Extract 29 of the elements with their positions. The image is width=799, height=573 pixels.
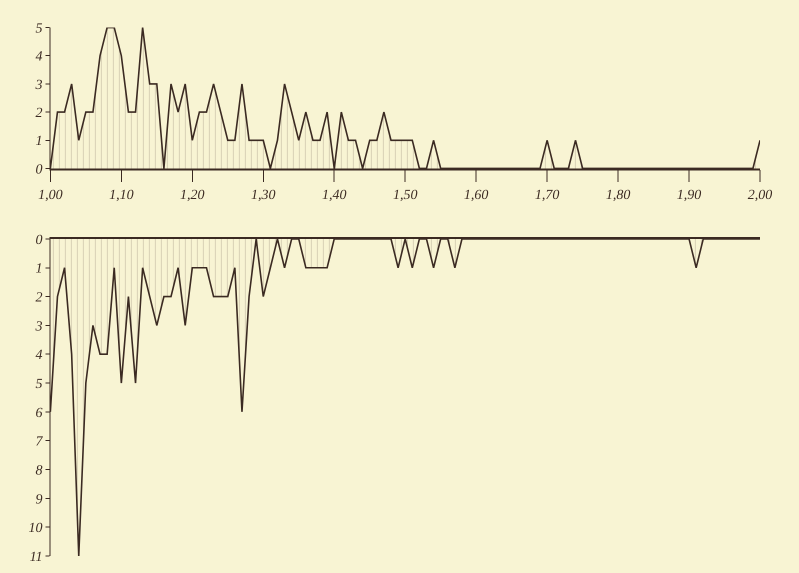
y-tick-label: 9 [36,492,43,508]
y-tick-label: 8 [36,463,43,478]
y-tick-label: 5 [36,376,43,392]
y-tick-label: 7 [36,434,44,450]
x-tick-label: 1,20 [180,188,205,204]
y-tick-label: 0 [36,232,43,248]
y-tick-label: 5 [36,21,43,36]
x-tick-label: 1,70 [534,188,560,204]
y-tick-label: 3 [34,78,43,93]
x-tick-label: 1,90 [676,188,702,204]
x-tick-label: 1,30 [251,188,276,204]
y-tick-label: 6 [36,406,43,421]
x-tick-label: 1,40 [322,188,346,204]
y-tick-label: 1 [36,134,43,150]
x-tick-label: 1,00 [38,188,63,204]
y-tick-label: 11 [30,550,43,565]
y-tick-label: 1 [36,262,43,277]
y-tick-label: 0 [36,162,43,178]
x-tick-label: 1,80 [606,188,630,204]
x-tick-label: 1,60 [464,188,488,204]
x-tick-label: 1,10 [109,188,134,204]
y-tick-label: 2 [36,106,43,121]
y-tick-label: 4 [36,348,43,364]
y-tick-label: 3 [34,319,43,334]
x-tick-label: 2,00 [748,188,772,204]
y-tick-label: 4 [36,50,43,65]
x-tick-label: 1,50 [392,188,418,204]
y-tick-label: 2 [36,290,43,306]
y-tick-label: 10 [28,521,43,536]
